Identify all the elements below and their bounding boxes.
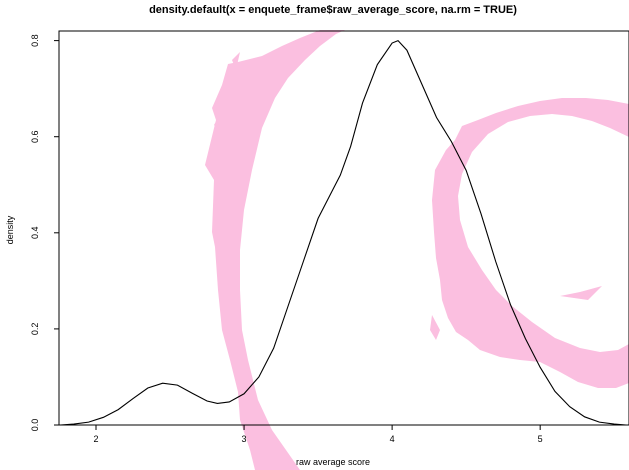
logo-swirl-segment — [430, 315, 440, 340]
density-curve — [60, 39, 627, 426]
y-tick-label: 0.4 — [30, 227, 40, 240]
logo-swirl-segment — [560, 286, 602, 300]
y-tick-label: 0.6 — [30, 130, 40, 143]
x-axis: 2 3 4 5 — [94, 425, 543, 444]
y-tick-label: 0.2 — [30, 323, 40, 336]
y-tick-label: 0.8 — [30, 34, 40, 47]
y-tick-label: 0.0 — [30, 419, 40, 432]
logo-swirl-segment — [214, 118, 220, 132]
plot-box — [58, 30, 629, 426]
x-axis-label: raw average score — [296, 457, 370, 467]
x-tick-label: 4 — [390, 434, 395, 444]
logo-swirl-segment — [205, 30, 345, 470]
y-axis-label: density — [5, 215, 15, 244]
chart-title: density.default(x = enquete_frame$raw_av… — [149, 4, 517, 16]
y-axis: 0.0 0.2 0.4 0.6 0.8 — [30, 34, 59, 431]
x-tick-label: 2 — [94, 434, 99, 444]
logo-swirl-segment — [232, 52, 240, 70]
x-tick-label: 3 — [242, 434, 247, 444]
logo-swirl-segment — [432, 98, 629, 388]
debian-swirl-logo — [205, 30, 629, 470]
x-tick-label: 5 — [538, 434, 543, 444]
